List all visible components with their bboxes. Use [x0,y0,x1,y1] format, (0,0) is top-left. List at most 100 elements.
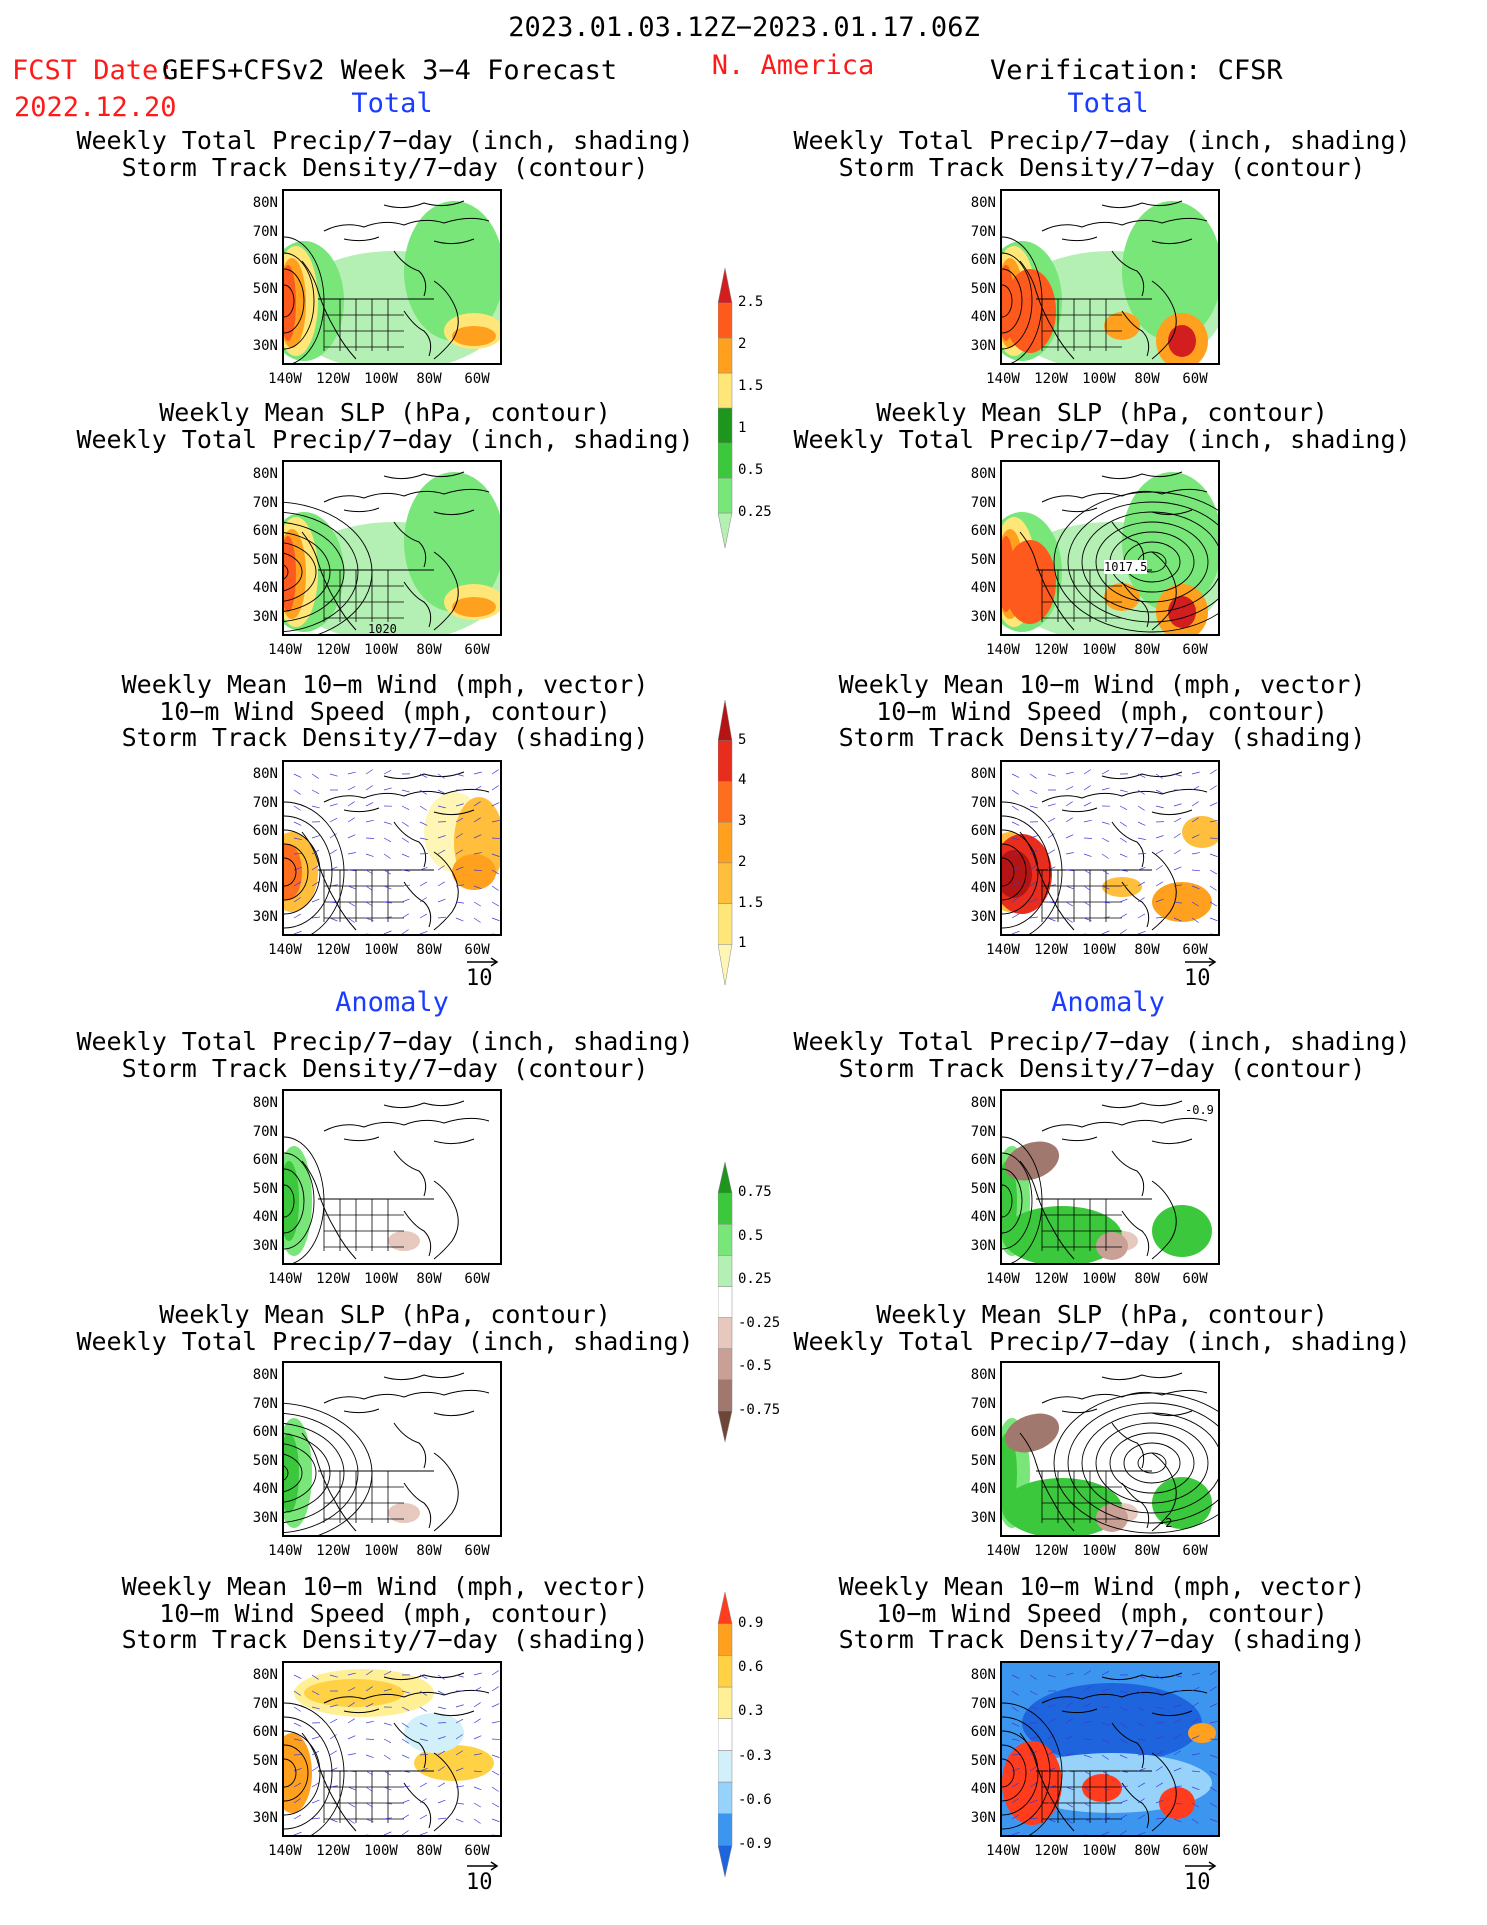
lon-label: 80W [1134,1271,1160,1287]
lon-label: 80W [1134,1543,1160,1559]
lat-label: 80N [252,466,278,482]
lon-label: 120W [316,942,350,958]
colorbar-swatch [717,512,733,549]
lon-label: 140W [268,371,302,387]
lat-label: 70N [252,1395,278,1412]
panel-title-precip-track-forecast: Weekly Total Precip/7−day (inch, shading… [76,126,694,182]
lat-label: 50N [970,1180,996,1197]
map-verif-anom-precip-track [1000,1089,1220,1265]
colorbar-label: 1.5 [738,894,764,911]
lat-label: 30N [252,1237,278,1254]
lon-label: 140W [268,942,302,958]
lat-label: 70N [970,1123,996,1140]
colorbar-swatch [717,903,733,945]
lat-label: 40N [252,880,278,896]
lat-label: 60N [252,1424,278,1440]
lon-label: 100W [1082,1543,1116,1559]
lon-label: 140W [986,1543,1020,1559]
lat-label: 80N [970,1095,996,1111]
lat-label: 50N [252,851,278,868]
lat-label: 60N [970,523,996,539]
lon-label: 60W [464,1843,490,1859]
colorbar-swatch [717,1286,733,1318]
lon-label: 80W [416,1543,442,1559]
lat-label: 30N [252,337,278,354]
lat-label: 80N [970,466,996,482]
contour-label-verif-anom-slp: -2 [1158,1516,1173,1530]
colorbar-swatch [717,821,733,864]
colorbar-swatch [717,1718,733,1751]
colorbar-swatch [717,862,733,904]
lon-label: 80W [416,1843,442,1859]
lat-label: 60N [970,1424,996,1440]
panel-title-anom-wind-track-forecast: Weekly Mean 10−m Wind (mph, vector) 10−m … [121,1572,649,1654]
lat-label: 60N [252,823,278,839]
colorbar-swatch [717,372,733,409]
lon-label: 100W [1082,371,1116,387]
panel-title-wind-track-verif: Weekly Mean 10−m Wind (mph, vector) 10−m … [838,670,1366,752]
lat-label: 30N [252,1809,278,1826]
lon-label: 80W [416,371,442,387]
lat-label: 40N [252,1209,278,1225]
lat-label: 60N [252,1152,278,1168]
lon-label: 120W [1034,371,1068,387]
lon-label: 120W [1034,1843,1068,1859]
map-verif-total-precip-track [1000,189,1220,365]
fcst-date: 2022.12.20 [14,92,177,123]
lon-label: 120W [1034,1543,1068,1559]
lat-label: 50N [970,1452,996,1469]
lat-label: 50N [970,280,996,297]
colorbar-swatch [717,442,733,479]
lat-label: 50N [970,551,996,568]
colorbar-label: 2.5 [738,294,764,310]
lon-label: 60W [464,942,490,958]
lat-label: 40N [252,1781,278,1797]
colorbar-swatch [717,1750,733,1783]
colorbar-swatch [717,1255,733,1287]
lat-label: 50N [252,551,278,568]
colorbar-label: 1.5 [738,378,764,394]
lat-label: 30N [970,337,996,354]
vector-reference-anom-forecast: 10 [466,1861,499,1895]
lat-label: 60N [252,1724,278,1740]
lat-label: 60N [970,1724,996,1740]
lon-label: 120W [316,1843,350,1859]
lat-label: 60N [970,823,996,839]
lat-label: 80N [970,1367,996,1383]
lat-label: 70N [970,223,996,240]
colorbar-swatch [717,407,733,444]
lon-label: 140W [986,942,1020,958]
map-plot-verif-anom-precip-track [1002,1100,1212,1263]
colorbar-swatch [717,1655,733,1688]
lat-label: 50N [970,851,996,868]
lat-label: 40N [252,309,278,325]
lat-label: 80N [252,195,278,211]
map-forecast-anom-precip-track [282,1089,502,1265]
lat-label: 80N [970,1667,996,1683]
lon-label: 140W [986,642,1020,658]
panel-title-wind-track-forecast: Weekly Mean 10−m Wind (mph, vector) 10−m … [121,670,649,752]
contour-label-forecast-slp: 1020 [368,622,397,636]
lat-label: 70N [252,223,278,240]
lon-label: 60W [1182,1543,1208,1559]
colorbar-label: -0.3 [738,1747,772,1764]
lon-label: 60W [1182,1843,1208,1859]
lat-label: 40N [252,1481,278,1497]
colorbar-label: 4 [738,772,747,789]
colorbar-swatch [717,1192,733,1225]
map-plot-verif-anom-slp-precip [1002,1372,1218,1535]
colorbar-swatch [717,1591,733,1624]
section-total-right: Total [1067,88,1149,119]
colorbar-swatch [717,1223,733,1256]
lat-label: 80N [970,195,996,211]
map-verif-anom-wind-track [1000,1661,1220,1837]
colorbar-swatch [717,1410,733,1443]
lat-label: 70N [252,1695,278,1712]
panel-title-slp-precip-verif: Weekly Mean SLP (hPa, contour) Weekly Tot… [793,398,1411,454]
colorbar-swatch [717,740,733,782]
lon-label: 80W [1134,1843,1160,1859]
colorbar-swatch [717,1379,733,1412]
verification-title: Verification: CFSR [990,55,1283,86]
lon-label: 120W [316,371,350,387]
lon-label: 80W [1134,371,1160,387]
